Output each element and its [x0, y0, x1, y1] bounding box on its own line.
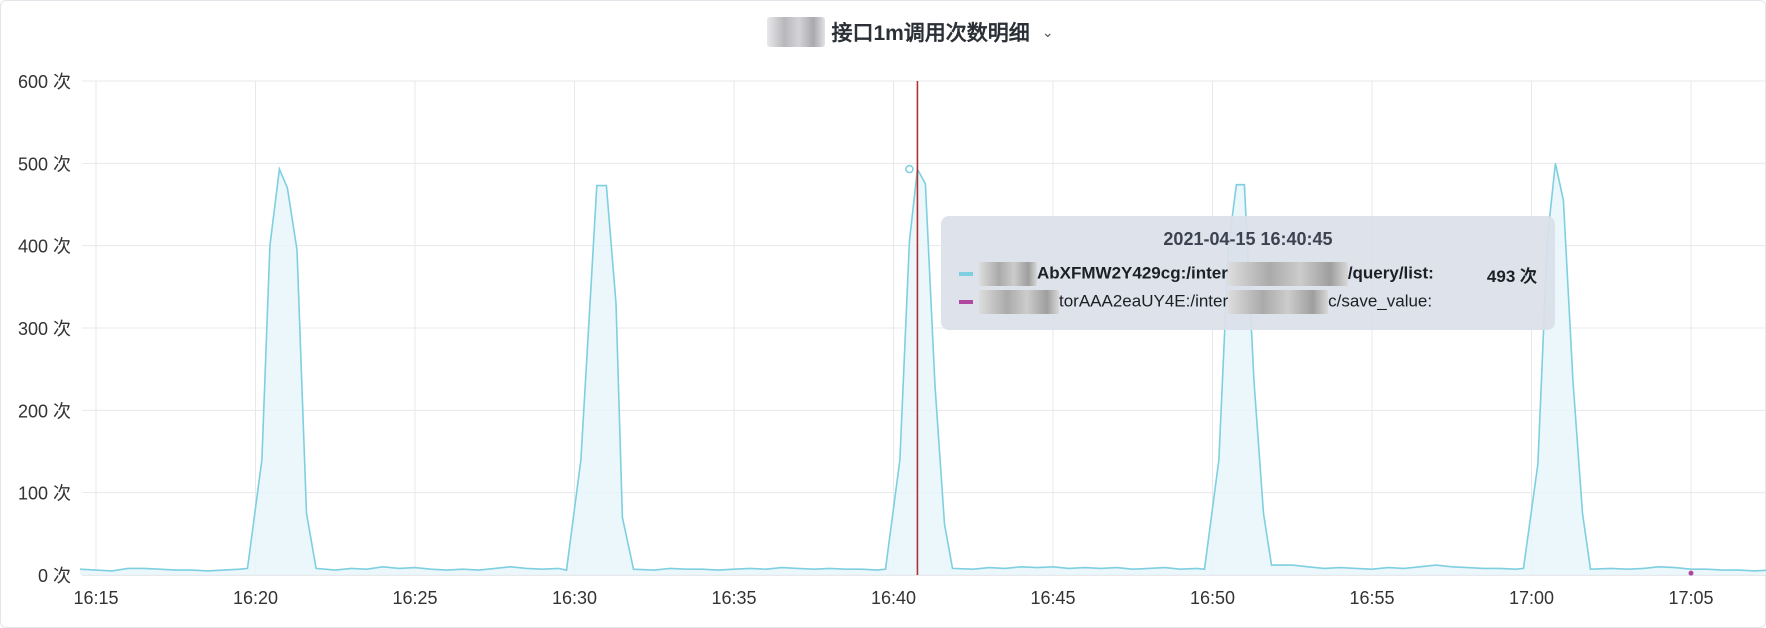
series-line [79, 163, 1766, 572]
tooltip-key-prefix: AbXFMW2Y429cg:/inter [1037, 263, 1228, 283]
y-tick-label: 200 次 [18, 401, 71, 421]
x-tick-label: 16:25 [392, 588, 437, 608]
tooltip-time: 2021-04-15 16:40:45 [1163, 229, 1333, 249]
hover-point [905, 164, 914, 174]
chart-tooltip: 2021-04-15 16:40:45 AbXFMW2Y429cg:/inter… [941, 216, 1555, 330]
tooltip-key-suffix: c/save_value: [1328, 291, 1433, 311]
y-tick-label: 0 次 [38, 566, 71, 586]
chart-header: 接口1m调用次数明细 ⌄ [0, 14, 1766, 50]
x-tick-label: 16:15 [73, 588, 118, 608]
x-tick-label: 16:30 [552, 588, 597, 608]
tooltip-key-suffix: /query/list: [1347, 263, 1434, 283]
y-tick-label: 500 次 [18, 154, 71, 174]
redacted-text [1227, 262, 1348, 286]
chevron-down-icon[interactable]: ⌄ [1041, 23, 1054, 40]
x-tick-label: 16:20 [233, 588, 278, 608]
redacted-text [979, 290, 1059, 314]
tooltip-key: torAAA2eaUY4E:/inter c/save_value: [979, 290, 1432, 314]
x-tick-label: 17:00 [1509, 588, 1554, 608]
chart-title-dropdown[interactable]: 接口1m调用次数明细 ⌄ [767, 17, 1054, 47]
y-tick-label: 400 次 [18, 237, 71, 257]
tooltip-row: AbXFMW2Y429cg:/inter/query/list: 493 次 [959, 260, 1537, 288]
tooltip-key: AbXFMW2Y429cg:/inter/query/list: [979, 262, 1434, 286]
series-swatch [959, 300, 973, 304]
chart-title: 接口1m调用次数明细 [831, 22, 1030, 45]
x-tick-label: 16:45 [1030, 588, 1075, 608]
redacted-title-prefix [767, 17, 826, 47]
redacted-text [1228, 290, 1329, 314]
tooltip-value: 493 次 [1486, 266, 1537, 286]
x-tick-label: 16:40 [871, 588, 916, 608]
redacted-text [979, 262, 1037, 286]
y-tick-label: 300 次 [18, 319, 71, 339]
y-tick-label: 100 次 [18, 484, 71, 504]
x-tick-label: 17:05 [1668, 588, 1713, 608]
x-tick-label: 16:55 [1349, 588, 1394, 608]
tooltip-key-prefix: torAAA2eaUY4E:/inter [1059, 291, 1229, 311]
series-area [80, 163, 1766, 575]
series-point [1688, 570, 1694, 576]
series-swatch [959, 272, 973, 276]
x-tick-label: 16:50 [1190, 588, 1235, 608]
tooltip-row: torAAA2eaUY4E:/inter c/save_value: [959, 288, 1537, 316]
x-tick-label: 16:35 [711, 588, 756, 608]
y-tick-label: 600 次 [18, 72, 71, 92]
